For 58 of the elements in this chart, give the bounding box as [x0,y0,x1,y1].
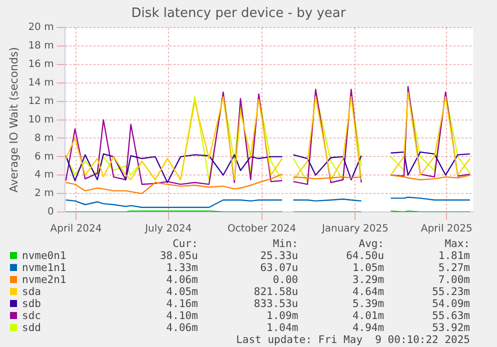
text: 5.27m [437,262,470,274]
text: 1.09m [266,310,298,322]
x-tick-label: April 2024 [50,224,102,235]
legend-label: nvme1n1 [22,262,68,274]
text: 4.06m [165,322,198,334]
text: 1.05m [351,262,384,274]
legend-label: sdc [22,310,42,322]
y-tick-label: 12 m [28,96,54,107]
text: 54.09m [431,298,470,310]
legend-label: sda [22,286,42,298]
text: 63.07u [259,262,298,274]
x-tick-label: July 2024 [144,224,192,235]
y-tick-label: 6 m [34,151,54,162]
text: Max: [444,238,470,250]
text: 4.05m [165,286,198,298]
text: 7.00m [437,274,470,286]
y-tick-label: 16 m [28,59,54,70]
y-tick-label: 10 m [28,114,54,126]
y-tick-label: 14 m [28,78,54,89]
text: 0.00 [272,274,298,286]
x-tick-label: October 2024 [227,224,296,235]
x-tick-label: January 2025 [320,224,388,235]
y-tick-label: 8 m [34,132,54,144]
x-tick-label: April 2025 [420,224,472,235]
legend-label: sdd [22,322,42,334]
legend-label: nvme0n1 [22,250,68,262]
text: 833.53u [252,298,298,310]
text: 5.39m [351,298,384,310]
legend-label: sdb [22,298,42,310]
text: 25.33u [259,250,298,262]
text: 1.81m [437,250,470,262]
chart-title: Disk latency per device - by year [131,6,346,22]
text: 1.33m [165,262,198,274]
text: 55.23m [431,286,470,298]
text: 4.10m [165,310,198,322]
y-tick-label: 4 m [34,170,54,181]
legend-label: nvme2n1 [22,274,68,286]
text: 4.01m [351,310,384,322]
text: 38.05u [158,250,198,262]
text: Min: [272,238,298,250]
text: 4.94m [351,322,384,334]
y-tick-label: 20 m [28,22,54,34]
text: 1.04m [266,322,298,334]
y-tick-label: 2 m [34,188,54,200]
text: 3.29m [351,274,384,286]
text: 821.58u [252,286,298,298]
text: Last update: Fri May 9 00:10:22 2025 [235,334,470,346]
y-tick-label: 0 [47,206,54,218]
text: Avg: [358,238,384,250]
text: 53.92m [431,322,470,334]
text: 55.63m [431,310,470,322]
y-tick-label: 18 m [28,40,54,52]
text: 4.64m [351,286,384,298]
text: Cur: [172,238,198,250]
y-axis-title: Average IO Wait (seconds) [7,47,20,192]
text: 4.06m [165,274,198,286]
text: 4.16m [165,298,198,310]
text: 64.50u [345,250,384,262]
